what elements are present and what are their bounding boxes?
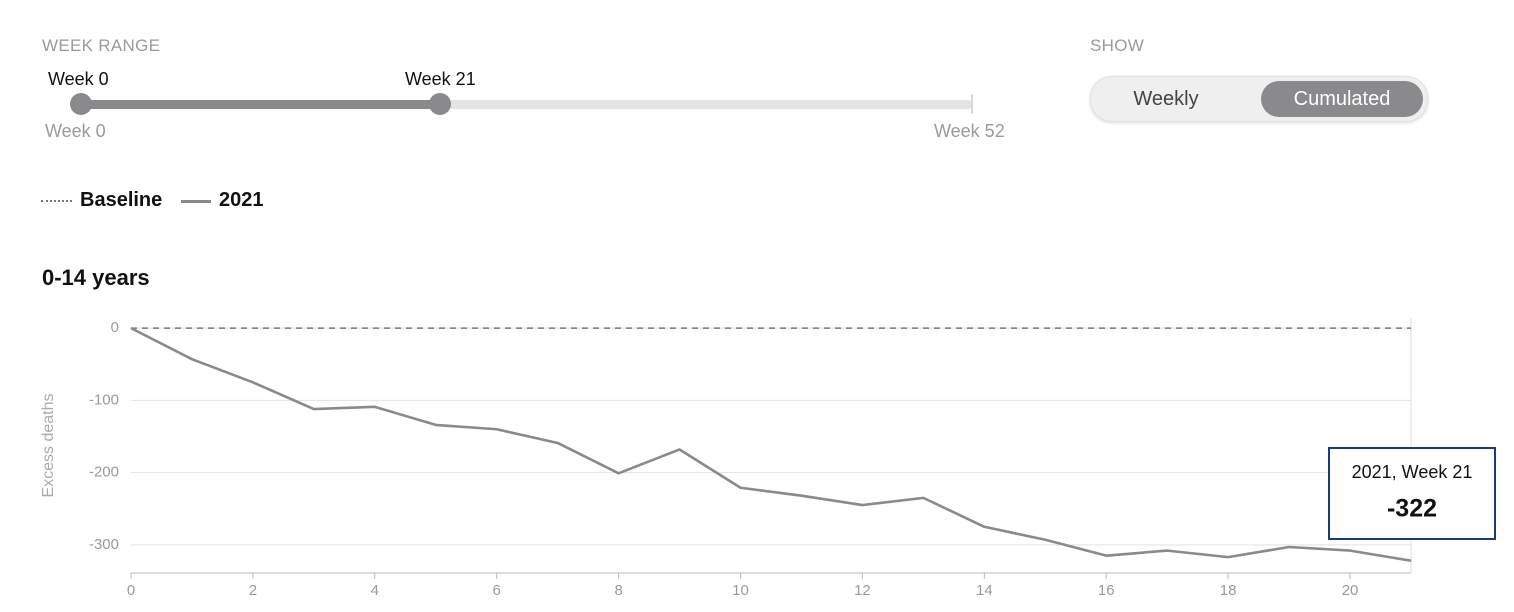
legend-swatch [181,200,211,203]
slider-end [971,94,973,114]
legend-label: Baseline [80,189,163,211]
x-tick-label: 18 [1220,582,1237,599]
toggle-option[interactable]: Weekly [1133,88,1199,110]
tooltip-box [1328,447,1496,540]
slider-track[interactable] [81,100,972,109]
slider-selection [81,100,440,109]
range-label: WEEK RANGE [42,36,161,55]
y-axis-label: Excess deaths [40,393,57,497]
y-tick-label: 0 [111,319,119,336]
legend-label: 2021 [219,189,264,211]
toggle-option[interactable]: Cumulated [1261,81,1423,117]
legend-swatch [41,200,72,202]
x-tick-label: 6 [493,582,501,599]
tooltip: 2021, Week 21 -322 [1328,447,1496,540]
slider-handle[interactable] [70,93,92,115]
end-label: Week 21 [405,69,476,89]
x-tick-label: 8 [614,582,622,599]
x-tick-label: 0 [127,582,135,599]
y-tick-label: -300 [89,536,119,553]
y-tick-label: -200 [89,464,119,481]
chart-title: 0-14 years [42,265,150,290]
start-label: Week 0 [48,69,109,89]
show-label: SHOW [1090,36,1145,55]
toggle: Weekly Cumulated [1090,76,1428,122]
x-tick-label: 20 [1342,582,1359,599]
x-tick-label: 4 [371,582,379,599]
tooltip-value: -322 [1387,495,1437,523]
x-tick-label: 16 [1098,582,1115,599]
max-label: Week 52 [934,121,1005,141]
y-tick-label: -100 [89,391,119,408]
x-tick-label: 2 [249,582,257,599]
min-label: Week 0 [45,121,106,141]
x-tick-label: 10 [732,582,749,599]
tooltip-label: 2021, Week 21 [1352,462,1473,482]
x-tick-label: 14 [976,582,993,599]
slider-handle[interactable] [429,93,451,115]
x-tick-label: 12 [854,582,871,599]
series-line [130,326,1412,563]
